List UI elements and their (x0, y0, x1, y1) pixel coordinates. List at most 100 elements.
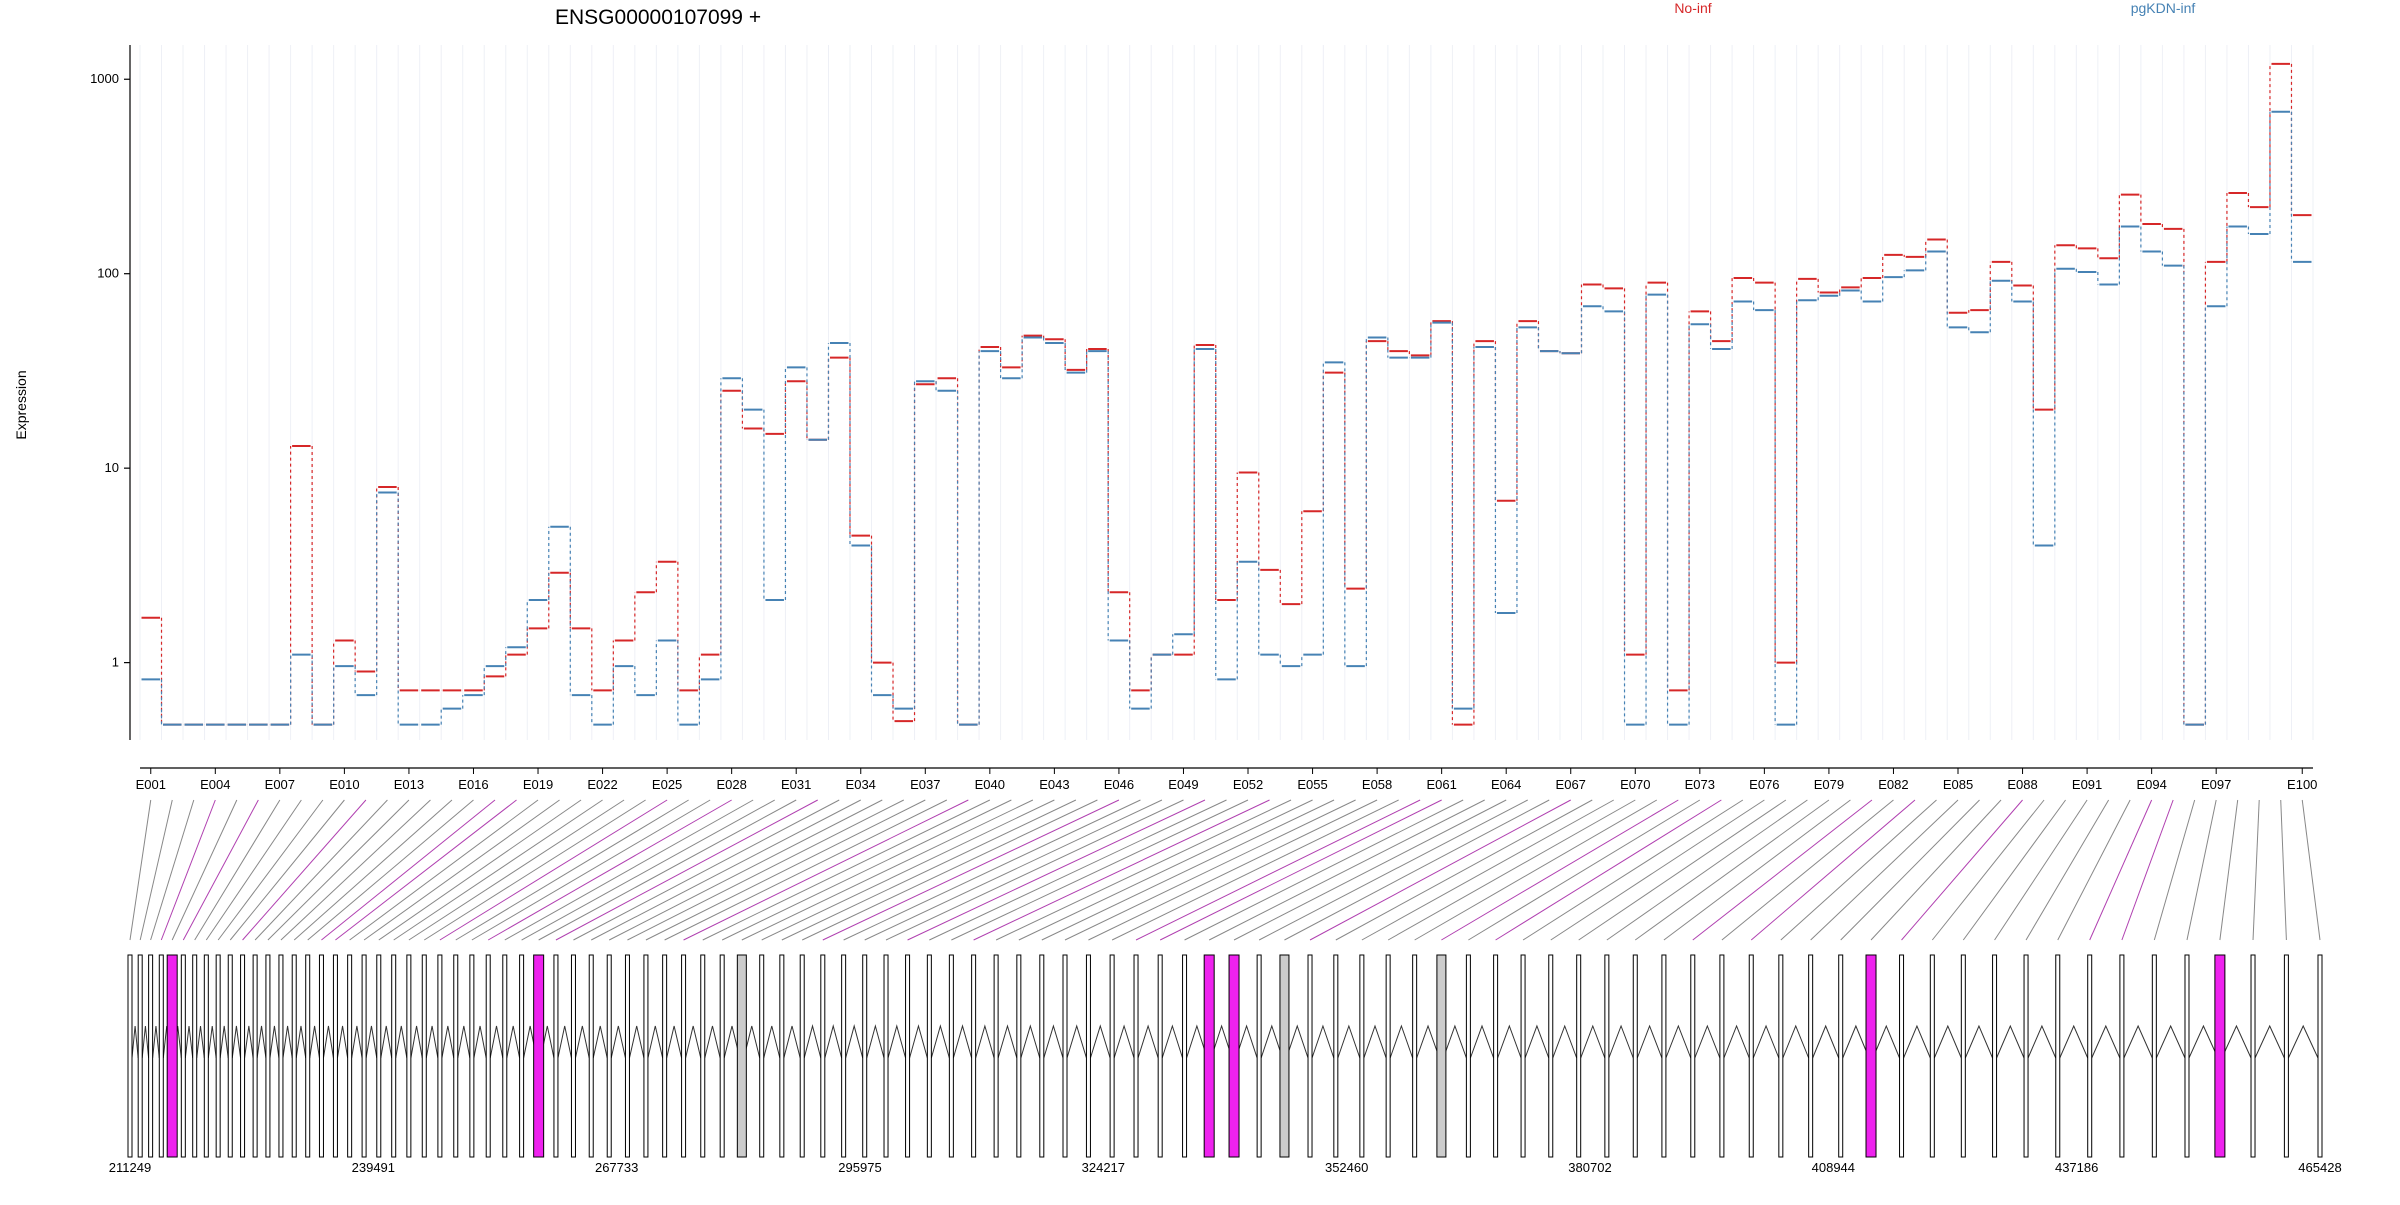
exon-connector (721, 799, 1012, 941)
exon-connector (2301, 799, 2321, 941)
exon (391, 954, 397, 1158)
exon (1085, 954, 1091, 1158)
exon (1436, 954, 1447, 1158)
y-tick-label: 100 (97, 266, 119, 281)
exon-connector (627, 799, 905, 941)
intron (395, 1025, 408, 1059)
exon (1359, 954, 1365, 1158)
exon (203, 954, 209, 1158)
x-tick-label: E079 (1814, 777, 1844, 792)
exon (1412, 954, 1418, 1158)
intron (1442, 1024, 1467, 1059)
exon-connector (1441, 799, 1679, 941)
exon (1661, 954, 1667, 1158)
exon-connector (1810, 799, 1959, 941)
exon (137, 954, 143, 1158)
exon (318, 954, 324, 1158)
intron (824, 1024, 843, 1059)
exon (700, 954, 706, 1158)
intron (1066, 1024, 1087, 1059)
exon (1203, 954, 1215, 1158)
genomic-coordinates: 211249 239491 267733 295975 324217 352460 3807… (109, 1160, 2342, 1175)
intron (1933, 1024, 1962, 1059)
exon (1992, 954, 1998, 1158)
exon (799, 954, 805, 1158)
exon-connector (1018, 799, 1313, 941)
exon (305, 954, 311, 1158)
exon-connector (423, 799, 646, 941)
exon (158, 954, 164, 1158)
exon-connector (1750, 799, 1916, 941)
x-tick-label: E064 (1491, 777, 1521, 792)
exon-connector (455, 799, 689, 941)
intron (2155, 1024, 2186, 1059)
intron (506, 1025, 521, 1059)
exon-connector (1135, 799, 1421, 941)
intron (219, 1025, 229, 1059)
intron (1020, 1024, 1041, 1059)
exon (2055, 954, 2061, 1158)
exon-connector (2186, 799, 2217, 941)
x-tick-label: E097 (2201, 777, 2231, 792)
intron (1043, 1024, 1064, 1059)
intron (2287, 1024, 2319, 1059)
exon-connector (2089, 799, 2153, 941)
intron (244, 1025, 254, 1059)
exon (406, 954, 412, 1158)
exon-connector (973, 799, 1270, 941)
exon-connector (471, 799, 711, 941)
exon (2023, 954, 2029, 1158)
x-tick-label: E010 (329, 777, 359, 792)
exon (421, 954, 427, 1158)
genomic-coordinate: 380702 (1568, 1160, 1611, 1175)
intron (1497, 1024, 1522, 1059)
exon (2184, 954, 2190, 1158)
genomic-coordinate: 324217 (1082, 1160, 1125, 1175)
exon-connectors (129, 799, 2321, 941)
intron (1285, 1024, 1309, 1059)
exon-connector (843, 799, 1141, 941)
exon-connector (1387, 799, 1636, 941)
exon-connector (929, 799, 1227, 941)
exon-connector (1041, 799, 1335, 941)
exon-connector (1088, 799, 1378, 941)
intron (866, 1024, 885, 1059)
legend-entry-no-inf: No-inf (1674, 0, 1711, 16)
intron (282, 1025, 293, 1059)
exon (2214, 954, 2226, 1158)
exon (588, 954, 594, 1158)
x-tick-label: E073 (1685, 777, 1715, 792)
intron (1964, 1024, 1994, 1059)
intron (1723, 1024, 1750, 1059)
exon-connector (129, 799, 152, 941)
exon (437, 954, 443, 1158)
exon (643, 954, 649, 1158)
intron (803, 1024, 822, 1059)
intron (1636, 1024, 1663, 1059)
exon (759, 954, 765, 1158)
legend-entry-pgkdn-inf: pgKDN-inf (2131, 0, 2196, 16)
intron (1235, 1024, 1258, 1059)
exon (736, 954, 747, 1158)
exon (948, 954, 954, 1158)
exon (332, 954, 338, 1158)
x-tick-label: E070 (1620, 777, 1650, 792)
exon (2317, 954, 2323, 1158)
intron (196, 1025, 205, 1059)
exon-connector (160, 799, 216, 941)
exon (1899, 954, 1905, 1158)
intron (425, 1025, 439, 1059)
exon-connector (1361, 799, 1615, 941)
x-tick-label: E022 (587, 777, 617, 792)
exon-connector (1550, 799, 1765, 941)
x-tick-label: E094 (2136, 777, 2166, 792)
exon-connector (2280, 799, 2287, 941)
intron (2188, 1024, 2219, 1059)
intron (1260, 1024, 1283, 1059)
exon (485, 954, 491, 1158)
exon-connector (1634, 799, 1830, 941)
x-tick-label: E046 (1104, 777, 1134, 792)
x-tick-label: E067 (1556, 777, 1586, 792)
intron (1469, 1024, 1495, 1059)
